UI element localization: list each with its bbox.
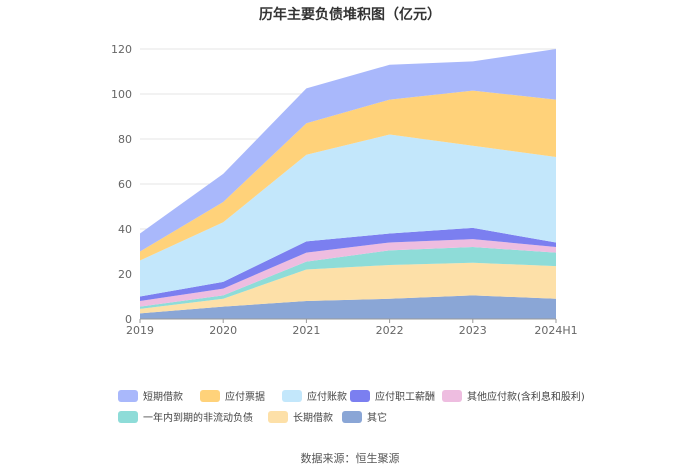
legend-label: 应付账款 [307,392,347,403]
legend-item[interactable]: 应付账款 [282,388,347,403]
data-source: 数据来源：恒生聚源 [300,452,400,465]
legend-swatch [342,410,362,423]
area-其它 [140,295,556,319]
x-tick-label: 2019 [126,324,154,337]
legend-item[interactable]: 其它 [342,409,387,424]
legend-swatch [442,389,462,402]
y-tick-label: 80 [118,133,132,146]
chart-title: 历年主要负债堆积图（亿元） [259,7,441,23]
y-tick-label: 60 [118,178,132,191]
x-tick-label: 2021 [292,324,320,337]
legend-label: 应付职工薪酬 [375,392,435,403]
legend-label: 其他应付款(含利息和股利) [467,392,585,403]
y-tick-label: 40 [118,223,132,236]
legend-item[interactable]: 长期借款 [268,409,333,424]
legend-item[interactable]: 一年内到期的非流动负债 [118,409,253,424]
y-tick-label: 100 [111,88,132,101]
legend-swatch [350,389,370,402]
legend-item[interactable]: 应付票据 [200,388,265,403]
legend-label: 一年内到期的非流动负债 [143,413,253,424]
y-tick-label: 20 [118,268,132,281]
legend-swatch [118,410,138,423]
x-tick-label: 2020 [209,324,237,337]
area-一年内到期的非流动负债 [140,247,556,309]
legend-label: 短期借款 [143,392,183,403]
y-tick-label: 120 [111,43,132,56]
y-tick-label: 0 [125,313,132,326]
area-长期借款 [140,262,556,314]
legend-item[interactable]: 短期借款 [118,388,183,403]
x-tick-label: 2022 [376,324,404,337]
legend-swatch [282,389,302,402]
legend-swatch [268,410,288,423]
area-应付账款 [140,134,556,297]
area-应付职工薪酬 [140,227,556,301]
area-短期借款 [140,49,556,252]
legend-item[interactable]: 其他应付款(含利息和股利) [442,388,585,403]
area-其他应付款(含利息和股利) [140,239,556,307]
area-应付票据 [140,90,556,261]
legend-label: 长期借款 [293,413,333,424]
x-tick-label: 2024H1 [534,324,577,337]
legend-swatch [200,389,220,402]
legend-label: 其它 [367,413,387,424]
legend-label: 应付票据 [225,392,265,403]
legend-item[interactable]: 应付职工薪酬 [350,388,435,403]
legend-swatch [118,389,138,402]
x-tick-label: 2023 [459,324,487,337]
